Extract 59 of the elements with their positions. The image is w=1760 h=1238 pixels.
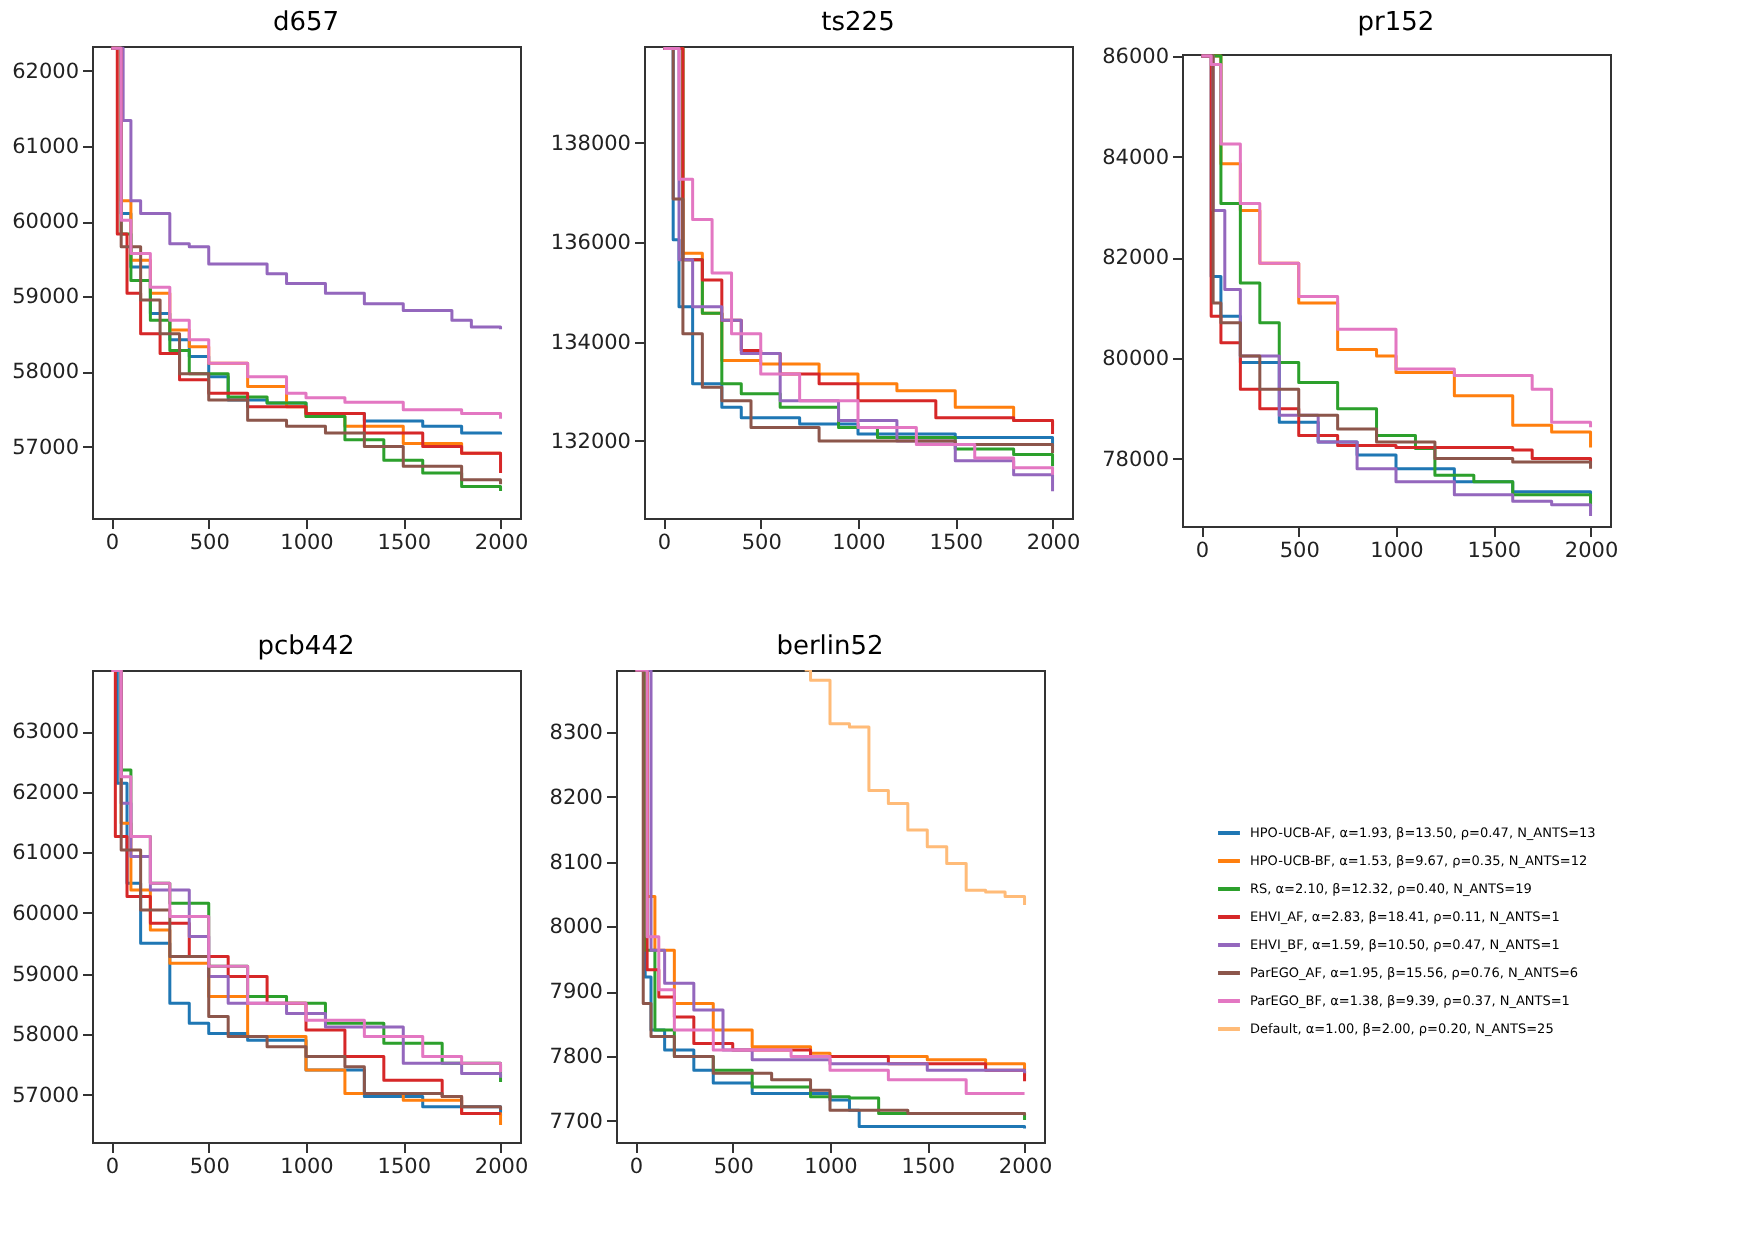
y-tick-label: 57000: [12, 1083, 79, 1108]
x-tick-label: 500: [713, 1155, 754, 1179]
y-tick-label: 136000: [550, 231, 631, 256]
x-tick-label: 0: [105, 1155, 120, 1179]
x-tick-label: 2000: [474, 1155, 529, 1179]
y-tick-label: 7800: [549, 1044, 603, 1069]
x-tick-label: 1500: [377, 531, 432, 555]
x-tick-label: 1500: [901, 1155, 956, 1179]
y-tick-label: 82000: [1102, 246, 1169, 271]
x-tick-label: 500: [1279, 539, 1320, 563]
y-tick-label: 8100: [549, 850, 603, 875]
y-tick-label: 59000: [12, 962, 79, 987]
y-tick-label: 78000: [1102, 447, 1169, 472]
y-tick-label: 8000: [549, 915, 603, 940]
x-tick-label: 1500: [377, 1155, 432, 1179]
y-tick-label: 61000: [12, 134, 79, 159]
y-tick-label: 58000: [12, 1023, 79, 1048]
y-tick-label: 7900: [549, 980, 603, 1005]
x-tick-label: 1500: [929, 531, 984, 555]
y-tick-label: 132000: [550, 429, 631, 454]
y-tick-label: 62000: [12, 780, 79, 805]
y-tick-label: 80000: [1102, 346, 1169, 371]
y-tick-label: 8300: [549, 721, 603, 746]
x-tick-label: 500: [189, 531, 230, 555]
y-tick-label: 86000: [1102, 45, 1169, 70]
y-tick-label: 138000: [550, 131, 631, 156]
x-tick-label: 1000: [1370, 539, 1424, 563]
y-tick-label: 63000: [12, 720, 79, 745]
chart-title: d657: [272, 8, 340, 38]
y-tick-label: 60000: [12, 901, 79, 926]
x-tick-label: 1500: [1467, 539, 1522, 563]
y-tick-label: 134000: [550, 330, 631, 355]
x-tick-label: 1000: [804, 1155, 858, 1179]
y-tick-label: 57000: [12, 435, 79, 460]
y-tick-label: 8200: [549, 785, 603, 810]
y-tick-label: 84000: [1102, 145, 1169, 170]
x-tick-label: 2000: [998, 1155, 1053, 1179]
x-tick-label: 2000: [1026, 531, 1081, 555]
x-tick-label: 2000: [474, 531, 529, 555]
chart-title: pcb442: [257, 632, 355, 662]
y-tick-label: 7700: [549, 1109, 603, 1134]
y-tick-label: 58000: [12, 360, 79, 385]
x-tick-label: 500: [741, 531, 782, 555]
x-tick-label: 500: [189, 1155, 230, 1179]
y-tick-label: 60000: [12, 210, 79, 235]
chart-title: pr152: [1357, 8, 1435, 39]
x-tick-label: 0: [1195, 539, 1210, 563]
y-tick-label: 59000: [12, 285, 79, 310]
y-tick-label: 62000: [12, 59, 79, 84]
x-tick-label: 2000: [1564, 539, 1619, 563]
y-tick-label: 61000: [12, 841, 79, 866]
x-tick-label: 1000: [280, 531, 334, 555]
x-tick-label: 0: [629, 1155, 644, 1179]
x-tick-label: 0: [105, 531, 120, 555]
chart-title: ts225: [821, 8, 895, 38]
chart-title: berlin52: [776, 632, 884, 662]
x-tick-label: 1000: [832, 531, 886, 555]
x-tick-label: 1000: [280, 1155, 334, 1179]
x-tick-label: 0: [657, 531, 672, 555]
